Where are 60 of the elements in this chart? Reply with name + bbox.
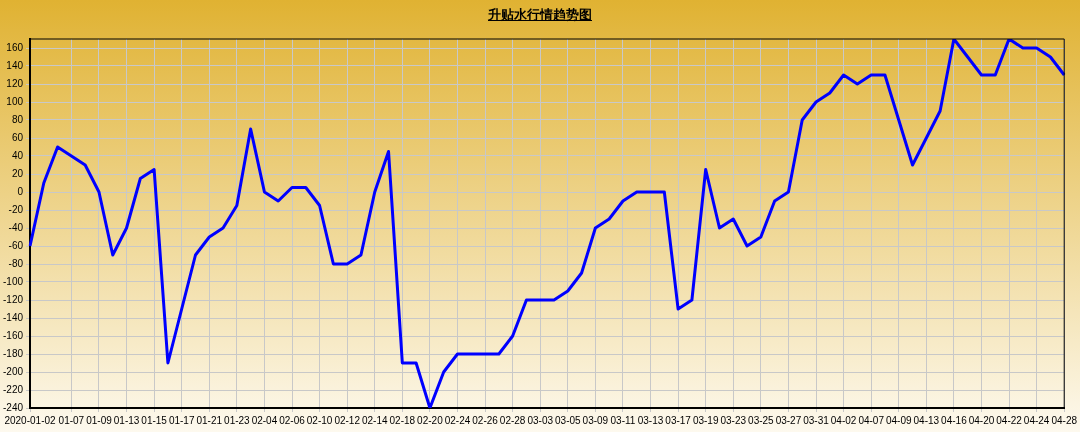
y-tick-label: -240 xyxy=(3,401,24,413)
x-tick-label: 01-13 xyxy=(113,414,140,426)
x-tick-label: 02-04 xyxy=(251,414,278,426)
x-tick-label: 01-15 xyxy=(141,414,168,426)
x-tick-label: 02-12 xyxy=(334,414,361,426)
x-tick-label: 02-24 xyxy=(444,414,471,426)
chart-title: 升贴水行情趋势图 xyxy=(488,6,592,24)
x-tick-label: 01-21 xyxy=(196,414,223,426)
y-tick-label: 80 xyxy=(11,113,24,125)
x-tick-label: 04-28 xyxy=(1051,414,1078,426)
x-tick-label: 04-07 xyxy=(858,414,885,426)
y-tick-label: 100 xyxy=(6,95,24,107)
x-tick-label: 01-07 xyxy=(58,414,85,426)
x-tick-label: 01-09 xyxy=(86,414,113,426)
y-tick-label: 40 xyxy=(11,149,24,161)
y-tick-label: -100 xyxy=(3,275,24,287)
x-tick-label: 04-20 xyxy=(968,414,995,426)
x-tick-label: 04-13 xyxy=(913,414,940,426)
x-tick-label: 04-16 xyxy=(941,414,968,426)
x-tick-label: 03-23 xyxy=(720,414,747,426)
x-tick-label: 04-22 xyxy=(996,414,1023,426)
y-tick-label: -120 xyxy=(3,293,24,305)
x-tick-label: 04-09 xyxy=(885,414,912,426)
x-tick-label: 02-10 xyxy=(306,414,333,426)
y-tick-label: 140 xyxy=(6,59,24,71)
y-tick-label: -140 xyxy=(3,311,24,323)
x-tick-label: 03-09 xyxy=(582,414,609,426)
x-tick-label: 03-25 xyxy=(748,414,775,426)
y-tick-label: -180 xyxy=(3,347,24,359)
y-tick-label: -220 xyxy=(3,383,24,395)
y-tick-label: 160 xyxy=(6,41,24,53)
y-tick-label: -160 xyxy=(3,329,24,341)
y-tick-label: 120 xyxy=(6,77,24,89)
x-tick-label: 01-23 xyxy=(224,414,251,426)
y-tick-label: 20 xyxy=(11,167,24,179)
x-tick-label: 02-14 xyxy=(361,414,388,426)
x-tick-label: 02-28 xyxy=(499,414,526,426)
x-tick-label: 03-17 xyxy=(665,414,692,426)
x-tick-label: 03-03 xyxy=(527,414,554,426)
x-tick-label: 02-18 xyxy=(389,414,416,426)
x-tick-label: 03-27 xyxy=(775,414,802,426)
x-tick-label: 2020-01-02 xyxy=(4,414,57,426)
x-tick-label: 02-06 xyxy=(279,414,306,426)
x-tick-label: 02-26 xyxy=(472,414,499,426)
y-tick-label: -200 xyxy=(3,365,24,377)
x-tick-label: 04-02 xyxy=(830,414,857,426)
x-tick-label: 04-24 xyxy=(1023,414,1050,426)
x-tick-label: 03-13 xyxy=(637,414,664,426)
y-tick-label: -60 xyxy=(8,239,24,251)
x-tick-label: 03-05 xyxy=(555,414,582,426)
y-tick-label: -40 xyxy=(8,221,24,233)
x-tick-label: 03-11 xyxy=(610,414,636,426)
y-tick-label: 60 xyxy=(11,131,24,143)
x-tick-label: 03-19 xyxy=(692,414,719,426)
x-tick-label: 01-17 xyxy=(168,414,195,426)
y-tick-label: -80 xyxy=(8,257,24,269)
y-tick-label: 0 xyxy=(17,185,24,197)
y-tick-label: -20 xyxy=(8,203,24,215)
x-tick-label: 03-31 xyxy=(803,414,830,426)
x-tick-label: 02-20 xyxy=(417,414,444,426)
